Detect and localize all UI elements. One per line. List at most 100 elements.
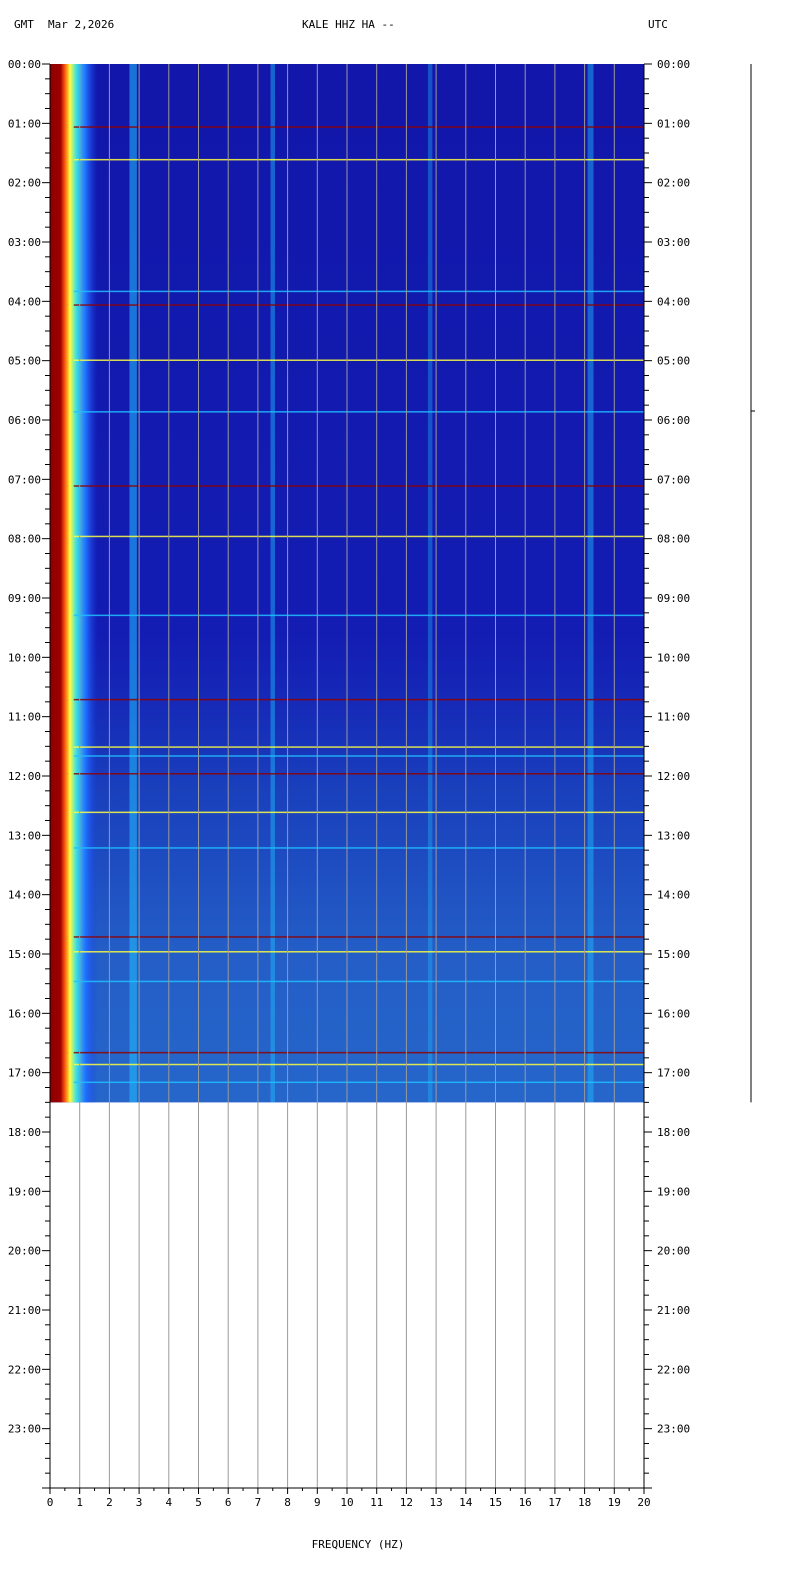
time-tick-label-left: 15:00 xyxy=(8,948,41,961)
date-label: Mar 2,2026 xyxy=(48,18,115,31)
time-tick-label-right: 11:00 xyxy=(657,711,690,724)
frequency-tick-label: 6 xyxy=(225,1496,232,1509)
frequency-tick-label: 1 xyxy=(76,1496,83,1509)
time-tick-label-right: 02:00 xyxy=(657,177,690,190)
broadband-event-line xyxy=(73,936,644,938)
time-tick-label-right: 05:00 xyxy=(657,355,690,368)
broadband-event-line xyxy=(73,811,644,814)
time-tick-label-left: 03:00 xyxy=(8,236,41,249)
broadband-event-line xyxy=(73,535,644,538)
time-tick-label-left: 09:00 xyxy=(8,592,41,605)
time-tick-label-left: 18:00 xyxy=(8,1126,41,1139)
tremor-band xyxy=(587,64,594,1103)
frequency-tick-label: 15 xyxy=(489,1496,502,1509)
frequency-tick-label: 17 xyxy=(548,1496,561,1509)
time-tick-label-left: 02:00 xyxy=(8,177,41,190)
frequency-tick-label: 2 xyxy=(106,1496,113,1509)
time-tick-label-right: 12:00 xyxy=(657,770,690,783)
frequency-tick-label: 5 xyxy=(195,1496,202,1509)
time-tick-label-left: 12:00 xyxy=(8,770,41,783)
low-frequency-band xyxy=(50,64,98,1103)
broadband-event-line xyxy=(73,359,644,361)
time-tick-label-left: 10:00 xyxy=(8,651,41,664)
frequency-tick-label: 10 xyxy=(340,1496,353,1509)
time-tick-label-left: 00:00 xyxy=(8,58,41,71)
broadband-event-line xyxy=(73,485,644,487)
time-tick-label-left: 04:00 xyxy=(8,295,41,308)
broadband-event-line xyxy=(73,980,644,983)
time-tick-label-right: 20:00 xyxy=(657,1245,690,1258)
frequency-tick-label: 16 xyxy=(519,1496,532,1509)
frequency-tick-label: 13 xyxy=(429,1496,442,1509)
frequency-tick-label: 3 xyxy=(136,1496,143,1509)
broadband-event-line xyxy=(73,1051,644,1054)
time-tick-label-left: 13:00 xyxy=(8,829,41,842)
frequency-gridlines xyxy=(79,64,615,1488)
time-tick-label-left: 14:00 xyxy=(8,889,41,902)
time-tick-label-right: 06:00 xyxy=(657,414,690,427)
time-tick-label-right: 17:00 xyxy=(657,1067,690,1080)
time-tick-label-right: 01:00 xyxy=(657,117,690,130)
frequency-tick-label: 8 xyxy=(284,1496,291,1509)
time-tick-label-left: 08:00 xyxy=(8,533,41,546)
frequency-tick-label: 20 xyxy=(637,1496,650,1509)
broadband-event-line xyxy=(73,411,644,413)
frequency-tick-label: 11 xyxy=(370,1496,383,1509)
broadband-event-line xyxy=(73,614,644,617)
time-tick-label-right: 10:00 xyxy=(657,651,690,664)
time-tick-label-right: 23:00 xyxy=(657,1423,690,1436)
time-tick-label-left: 01:00 xyxy=(8,117,41,130)
time-tick-label-left: 11:00 xyxy=(8,711,41,724)
station-title: KALE HHZ HA -- xyxy=(302,18,395,31)
time-tick-label-left: 06:00 xyxy=(8,414,41,427)
time-axis-left: 00:00 01:00 02:00 03:00 04:00 05:00 06:00 07:00… xyxy=(8,58,50,1489)
time-axis-right: 00:00 01:00 02:00 03:00 04:00 05:00 06:00 07:00… xyxy=(644,58,690,1489)
broadband-event-line xyxy=(73,290,644,293)
broadband-event-line xyxy=(73,698,644,701)
broadband-event-line xyxy=(73,847,644,849)
time-tick-label-left: 20:00 xyxy=(8,1245,41,1258)
time-tick-label-right: 22:00 xyxy=(657,1363,690,1376)
time-tick-label-left: 19:00 xyxy=(8,1185,41,1198)
time-tick-label-right: 16:00 xyxy=(657,1007,690,1020)
time-tick-label-right: 00:00 xyxy=(657,58,690,71)
frequency-tick-label: 14 xyxy=(459,1496,473,1509)
time-tick-label-left: 16:00 xyxy=(8,1007,41,1020)
x-axis-label: FREQUENCY (HZ) xyxy=(312,1538,405,1551)
broadband-event-line xyxy=(73,158,644,161)
broadband-event-line xyxy=(73,951,644,953)
time-tick-label-left: 21:00 xyxy=(8,1304,41,1317)
tremor-band xyxy=(427,64,433,1103)
time-tick-label-right: 03:00 xyxy=(657,236,690,249)
time-tick-label-right: 07:00 xyxy=(657,473,690,486)
time-tick-label-left: 17:00 xyxy=(8,1067,41,1080)
frequency-tick-label: 12 xyxy=(400,1496,413,1509)
timezone-left-label: GMT xyxy=(14,18,34,31)
time-tick-label-right: 15:00 xyxy=(657,948,690,961)
frequency-tick-label: 19 xyxy=(608,1496,621,1509)
frequency-tick-label: 18 xyxy=(578,1496,591,1509)
tremor-band xyxy=(129,64,137,1103)
frequency-axis: 0 1 2 3 4 5 6 7 8 9 10 11 12 13 14 15 16 17 18 19 20 xyxy=(47,1488,651,1509)
time-tick-label-right: 09:00 xyxy=(657,592,690,605)
time-tick-label-right: 21:00 xyxy=(657,1304,690,1317)
time-tick-label-right: 04:00 xyxy=(657,295,690,308)
broadband-event-line xyxy=(73,773,644,775)
time-tick-label-left: 22:00 xyxy=(8,1363,41,1376)
time-tick-label-right: 08:00 xyxy=(657,533,690,546)
frequency-tick-label: 4 xyxy=(165,1496,172,1509)
frequency-tick-label: 7 xyxy=(255,1496,262,1509)
time-tick-label-left: 05:00 xyxy=(8,355,41,368)
time-tick-label-right: 13:00 xyxy=(657,829,690,842)
broadband-event-line xyxy=(73,126,644,128)
time-tick-label-left: 23:00 xyxy=(8,1423,41,1436)
broadband-event-line xyxy=(73,304,644,306)
frequency-tick-label: 9 xyxy=(314,1496,321,1509)
time-tick-label-right: 19:00 xyxy=(657,1185,690,1198)
timezone-right-label: UTC xyxy=(648,18,668,31)
time-tick-label-right: 18:00 xyxy=(657,1126,690,1139)
frequency-tick-label: 0 xyxy=(47,1496,54,1509)
time-tick-label-right: 14:00 xyxy=(657,889,690,902)
broadband-event-line xyxy=(73,755,644,757)
